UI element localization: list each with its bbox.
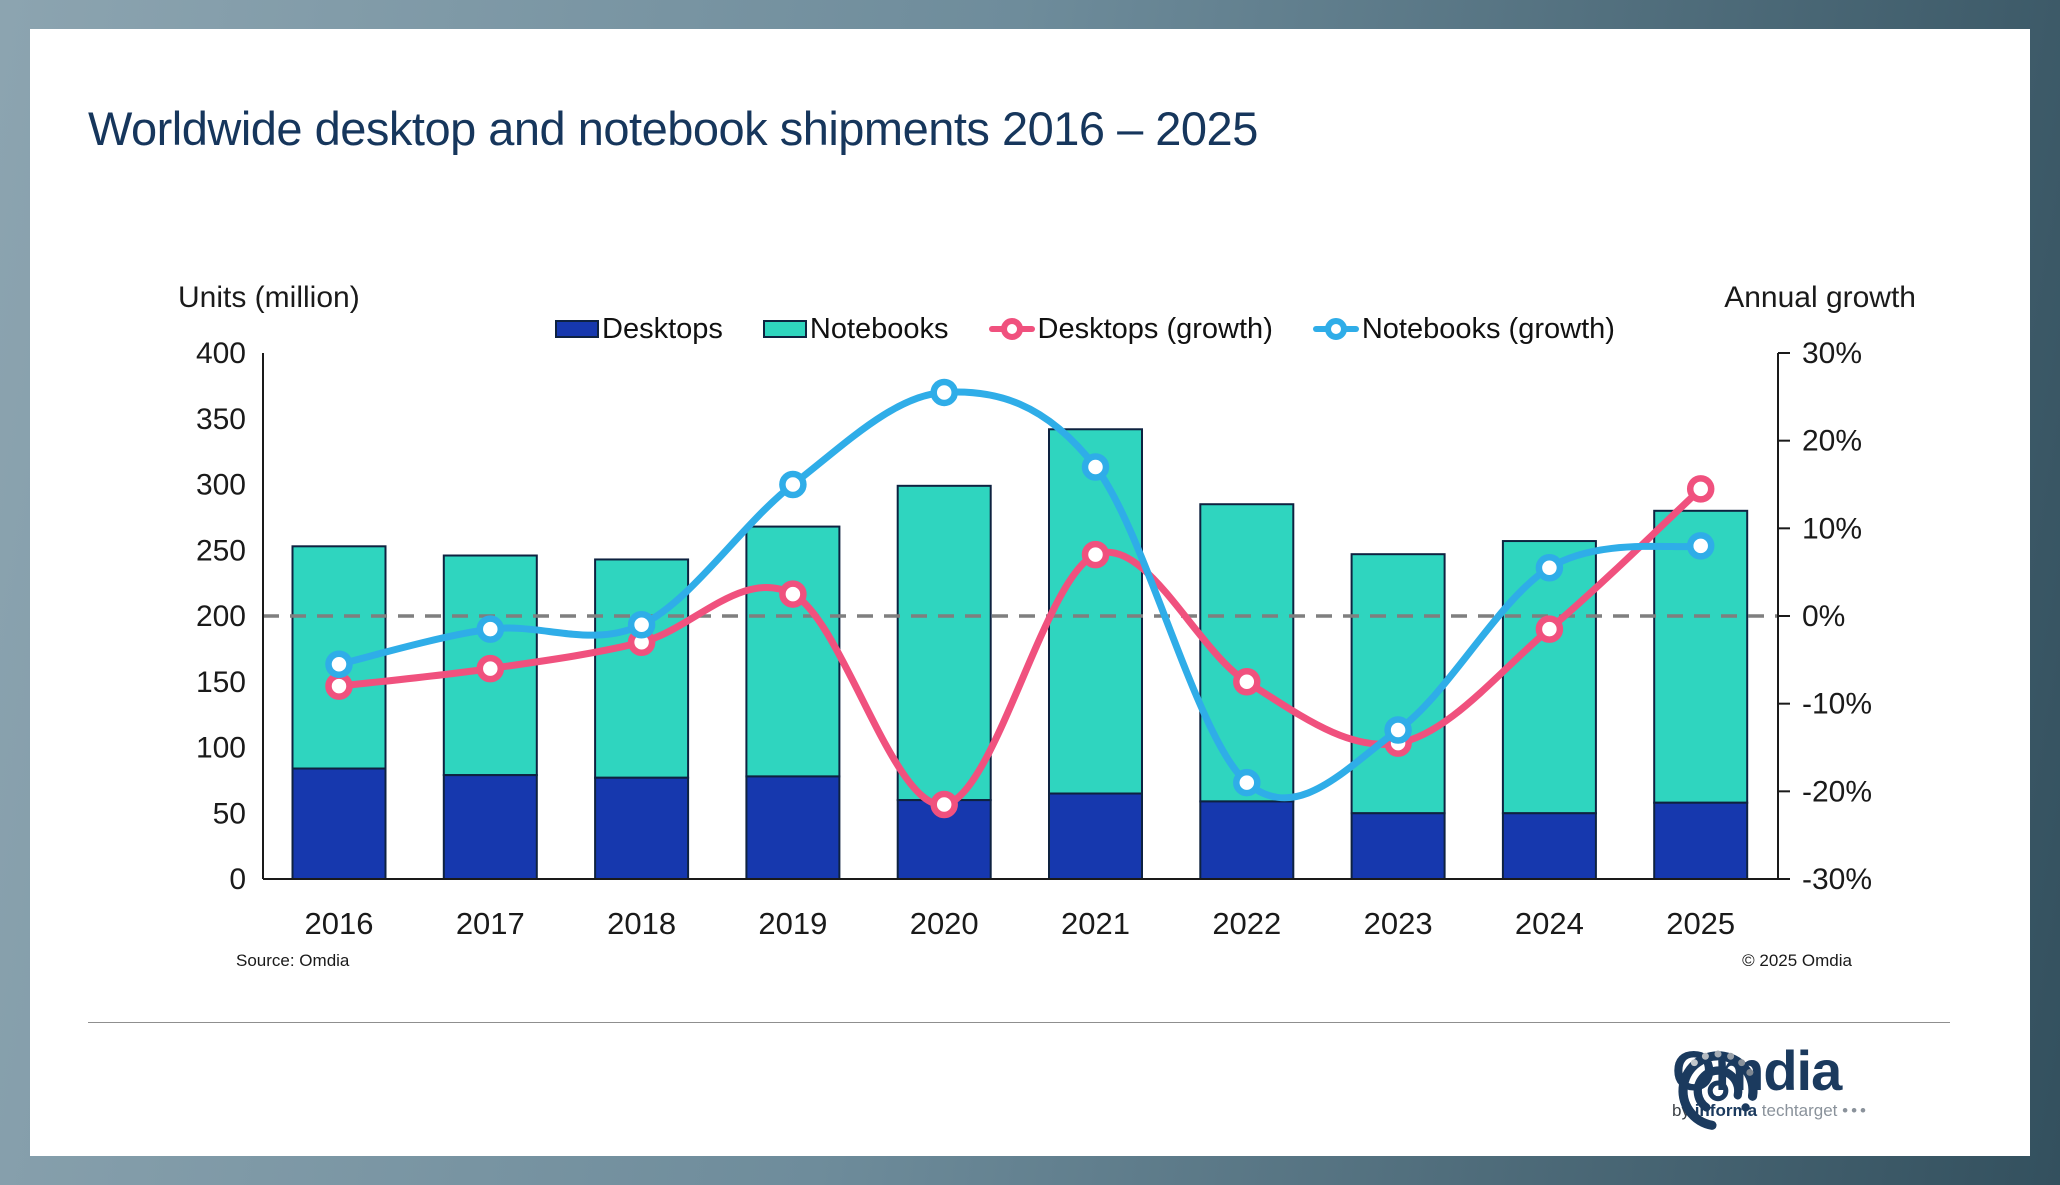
x-axis-label-2025: 2025 <box>1666 906 1735 941</box>
x-axis-label-2017: 2017 <box>456 906 525 941</box>
omdia-byline: by informa techtarget ••• <box>1672 1101 1869 1120</box>
x-axis-label-2016: 2016 <box>305 906 374 941</box>
marker-desktops-growth--2021 <box>1081 540 1110 569</box>
x-axis-label-2023: 2023 <box>1364 906 1433 941</box>
x-axis-label-2024: 2024 <box>1515 906 1584 941</box>
line-desktops-growth- <box>335 485 1705 809</box>
bar-desktops-2018 <box>594 776 690 880</box>
x-axis-label-2018: 2018 <box>607 906 676 941</box>
right-axis-title: Annual growth <box>1724 281 1916 314</box>
left-axis-tick-200: 200 <box>196 600 246 633</box>
bar-desktops-2025 <box>1653 801 1749 880</box>
line-notebooks-growth- <box>335 388 1705 802</box>
omdia-logo: Omdia by informa techtarget ••• <box>1672 1043 1869 1131</box>
legend-label: Notebooks (growth) <box>1361 312 1615 345</box>
left-axis-title: Units (million) <box>178 281 360 314</box>
marker-desktops-growth--2017 <box>476 654 505 683</box>
marker-desktops-growth--2019 <box>779 580 807 608</box>
footer-divider <box>88 1022 1950 1023</box>
notebooks-swatch-icon <box>762 320 807 338</box>
x-axis-label-2020: 2020 <box>910 906 979 941</box>
right-axis-tick-0%: 0% <box>1802 600 1845 633</box>
left-axis-tick-150: 150 <box>196 666 246 699</box>
bar-desktops-2017 <box>442 774 538 880</box>
right-axis-tick-10%: 10% <box>1802 512 1862 545</box>
left-axis-tick-300: 300 <box>196 469 246 502</box>
left-axis-tick-250: 250 <box>196 534 246 567</box>
desktops-swatch-icon <box>555 320 599 338</box>
bar-notebooks-2019 <box>745 525 841 778</box>
marker-notebooks-growth--2016 <box>325 650 353 678</box>
marker-notebooks-growth--2019 <box>779 470 807 499</box>
left-axis-tick-100: 100 <box>196 732 246 765</box>
marker-desktops-growth--2016 <box>325 672 353 700</box>
desktops-growth-marker-icon <box>988 315 1035 343</box>
legend-label: Desktops (growth) <box>1037 312 1273 345</box>
legend-item-desktops: Desktops <box>555 313 723 346</box>
chart-legend: Desktops Notebooks Desktops (growth) Not… <box>555 312 1615 346</box>
combo-chart: 400 350 300 250 200 150 100 50 0 30% 20% 10% 0% -10% -… <box>178 281 1916 941</box>
marker-desktops-growth--2025 <box>1686 475 1715 503</box>
right-axis-tick-30%: 30% <box>1802 337 1862 370</box>
bar-notebooks-2023 <box>1350 553 1446 815</box>
marker-notebooks-growth--2017 <box>476 615 505 643</box>
bar-notebooks-2024 <box>1501 540 1597 815</box>
right-axis-tick--10%: -10% <box>1802 688 1872 721</box>
legend-item-notebooks: Notebooks <box>762 312 949 346</box>
slide-card: Worldwide desktop and notebook shipments… <box>30 29 2030 1156</box>
bar-desktops-2016 <box>291 767 387 880</box>
marker-desktops-growth--2024 <box>1535 615 1564 643</box>
left-axis-tick-400: 400 <box>196 337 246 370</box>
bar-desktops-2024 <box>1501 812 1597 880</box>
legend-item-desktops-growth: Desktops (growth) <box>988 312 1273 346</box>
right-axis-tick-20%: 20% <box>1802 425 1862 458</box>
bar-desktops-2022 <box>1199 800 1295 880</box>
bar-notebooks-2021 <box>1048 428 1143 795</box>
marker-notebooks-growth--2022 <box>1233 768 1261 797</box>
legend-label: Desktops <box>602 312 723 345</box>
marker-notebooks-growth--2020 <box>930 378 958 407</box>
notebooks-growth-marker-icon <box>1312 315 1359 343</box>
bar-notebooks-2018 <box>594 558 690 779</box>
bar-desktops-2019 <box>745 775 841 880</box>
source-note: Source: Omdia <box>236 951 350 970</box>
x-axis-label-2019: 2019 <box>758 906 827 941</box>
left-axis-tick-0: 0 <box>229 863 246 896</box>
marker-notebooks-growth--2018 <box>627 611 656 639</box>
legend-label: Notebooks <box>809 312 949 345</box>
legend-item-notebooks-growth: Notebooks (growth) <box>1312 312 1615 346</box>
marker-notebooks-growth--2023 <box>1384 716 1412 744</box>
right-axis-tick--30%: -30% <box>1802 863 1872 896</box>
page-title: Worldwide desktop and notebook shipments… <box>88 102 1258 155</box>
left-axis-tick-50: 50 <box>213 797 246 830</box>
x-axis-label-2022: 2022 <box>1212 906 1281 941</box>
copyright-note: © 2025 Omdia <box>1742 951 1852 970</box>
x-axis-label-2021: 2021 <box>1061 906 1130 941</box>
omdia-swirl-icon <box>1678 1050 1758 1131</box>
marker-notebooks-growth--2024 <box>1535 554 1564 582</box>
bar-desktops-2021 <box>1048 792 1143 881</box>
bar-notebooks-2020 <box>896 484 992 802</box>
marker-desktops-growth--2020 <box>930 790 958 819</box>
right-axis-tick--20%: -20% <box>1802 775 1872 808</box>
bar-desktops-2023 <box>1350 812 1446 880</box>
marker-notebooks-growth--2021 <box>1081 453 1110 481</box>
marker-notebooks-growth--2025 <box>1686 532 1715 560</box>
left-axis-tick-350: 350 <box>196 403 246 436</box>
marker-desktops-growth--2022 <box>1233 668 1261 696</box>
